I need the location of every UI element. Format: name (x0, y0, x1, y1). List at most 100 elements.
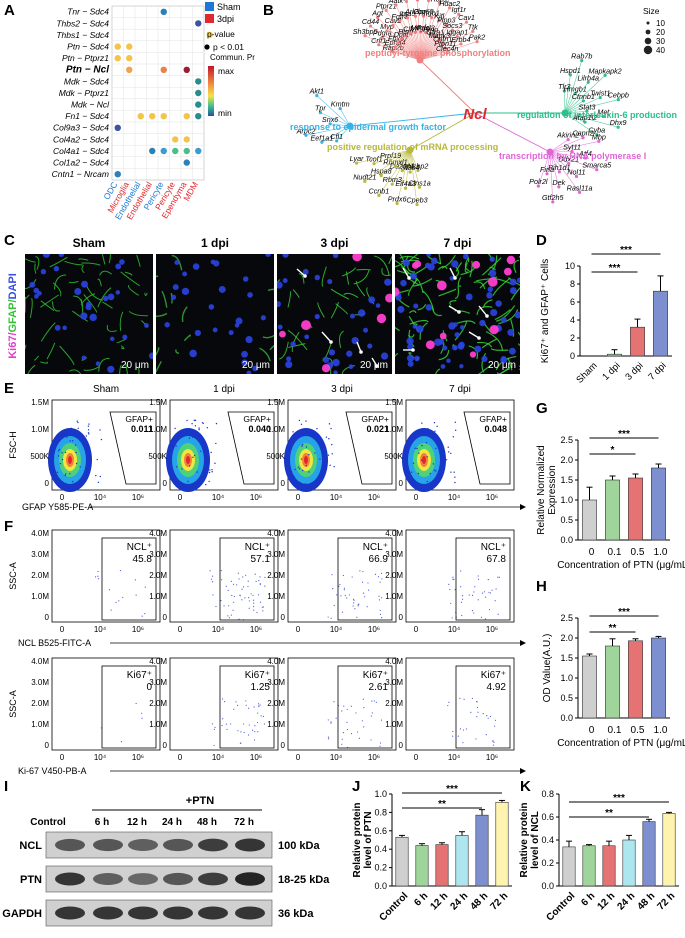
gene-label: Prpf19 (380, 151, 401, 160)
gfap-fiber (120, 312, 123, 331)
dapi-nucleus (247, 371, 252, 374)
dapi-nucleus (460, 325, 465, 330)
flow-event (454, 482, 455, 483)
dapi-nucleus (290, 341, 296, 347)
gfap-fiber (35, 356, 39, 360)
y-tick-label: 1.0M (385, 720, 403, 729)
flow-event (215, 443, 216, 444)
flow-event (380, 610, 381, 611)
flow-event (257, 712, 258, 713)
flow-event (214, 727, 215, 728)
legend-pvalue-title: p-value (207, 29, 235, 39)
bar (605, 480, 619, 540)
dapi-nucleus (426, 304, 433, 311)
dot (115, 171, 121, 177)
lane-label: 48 h (197, 817, 217, 828)
flow-event (491, 590, 492, 591)
dot (195, 101, 201, 107)
x-tick-label: 10⁴ (448, 625, 461, 634)
gfap-fiber (156, 348, 159, 356)
flow-event (476, 716, 477, 717)
dapi-nucleus (510, 279, 517, 286)
dapi-nucleus (149, 352, 153, 359)
y-tick-label: 1.0M (385, 425, 403, 434)
x-axis-label: Concentration of PTN (μg/mL) (557, 560, 685, 571)
y-tick-label: 1.0M (149, 592, 167, 601)
flow-event (351, 733, 352, 734)
flow-event (435, 441, 436, 442)
bar (651, 468, 665, 540)
arrow-head (485, 314, 489, 318)
blot-band (235, 839, 265, 852)
y-tick-label: 0 (281, 479, 286, 488)
gfap-fiber (129, 311, 148, 315)
y-tick-label: 0 (399, 613, 404, 622)
ki67-cell (414, 260, 421, 267)
y-tick-label: 4.0M (31, 529, 49, 538)
y-axis-label: Relative Normalized (536, 445, 547, 534)
x-tick-label: 0 (60, 753, 65, 762)
x-tick-label: 0.5 (631, 725, 645, 736)
flow-event (411, 482, 412, 483)
dapi-nucleus (195, 330, 201, 336)
flow-event (180, 434, 181, 435)
flow-event (228, 590, 229, 591)
flow-event (264, 723, 265, 724)
gene-label: Smarca5 (582, 161, 612, 170)
flow-event (253, 606, 254, 607)
legend-pvalue: p < 0.01 (213, 42, 244, 52)
y-tick-label: 2 (570, 333, 575, 343)
y-tick-label: 2.0M (149, 699, 167, 708)
flow-event (372, 712, 373, 713)
flow-event (421, 422, 422, 423)
image-title-sham: Sham (25, 236, 153, 250)
flow-event (97, 459, 98, 460)
gfap-fiber (418, 304, 426, 310)
y-tick-label: 1.5M (149, 398, 167, 407)
flow-event (346, 722, 347, 723)
flow-event (242, 576, 243, 577)
blot-band (93, 839, 123, 851)
gfap-fiber (53, 301, 60, 311)
dapi-nucleus (426, 254, 431, 257)
x-tick-label: Control (377, 890, 410, 923)
protein-label: PTN (20, 874, 42, 886)
dapi-nucleus (517, 278, 520, 284)
flow-event (75, 444, 76, 445)
dot (149, 148, 155, 154)
dapi-nucleus (381, 352, 388, 359)
y-tick-label: 0 (163, 613, 168, 622)
dapi-nucleus (397, 306, 404, 313)
dot (161, 9, 167, 15)
significance-stars: * (611, 445, 615, 456)
flow-event (233, 602, 234, 603)
flow-event (380, 742, 381, 743)
flow-event (343, 705, 344, 706)
dapi-nucleus (43, 254, 50, 258)
y-tick-label: 0.2 (374, 863, 387, 873)
y-tick-label: 3.0M (267, 678, 285, 687)
y-tick-label: 0 (163, 741, 168, 750)
flow-event (363, 726, 364, 727)
flow-event (293, 436, 294, 437)
lane-label: 24 h (162, 817, 182, 828)
flow-event (258, 703, 259, 704)
dapi-nucleus (209, 304, 215, 310)
ki67-cell (489, 325, 498, 334)
y-axis-label: Ki67⁺ and GFAP⁺ Cells (540, 259, 551, 364)
flow-event (111, 609, 112, 610)
flow-event (294, 469, 295, 470)
arrow-head (411, 348, 415, 352)
x-tick-label: 10⁶ (486, 493, 498, 502)
dot (161, 67, 167, 73)
dapi-nucleus (438, 339, 444, 345)
gate-value: 4.92 (487, 682, 507, 693)
gfap-fiber (128, 285, 138, 295)
flow-event (215, 606, 216, 607)
x-tick-label: 10⁶ (250, 493, 262, 502)
flow-event (298, 466, 299, 467)
size-label: 100 kDa (278, 840, 320, 852)
dapi-nucleus (81, 281, 88, 288)
gfap-fiber (344, 293, 358, 297)
dapi-nucleus (431, 258, 438, 265)
